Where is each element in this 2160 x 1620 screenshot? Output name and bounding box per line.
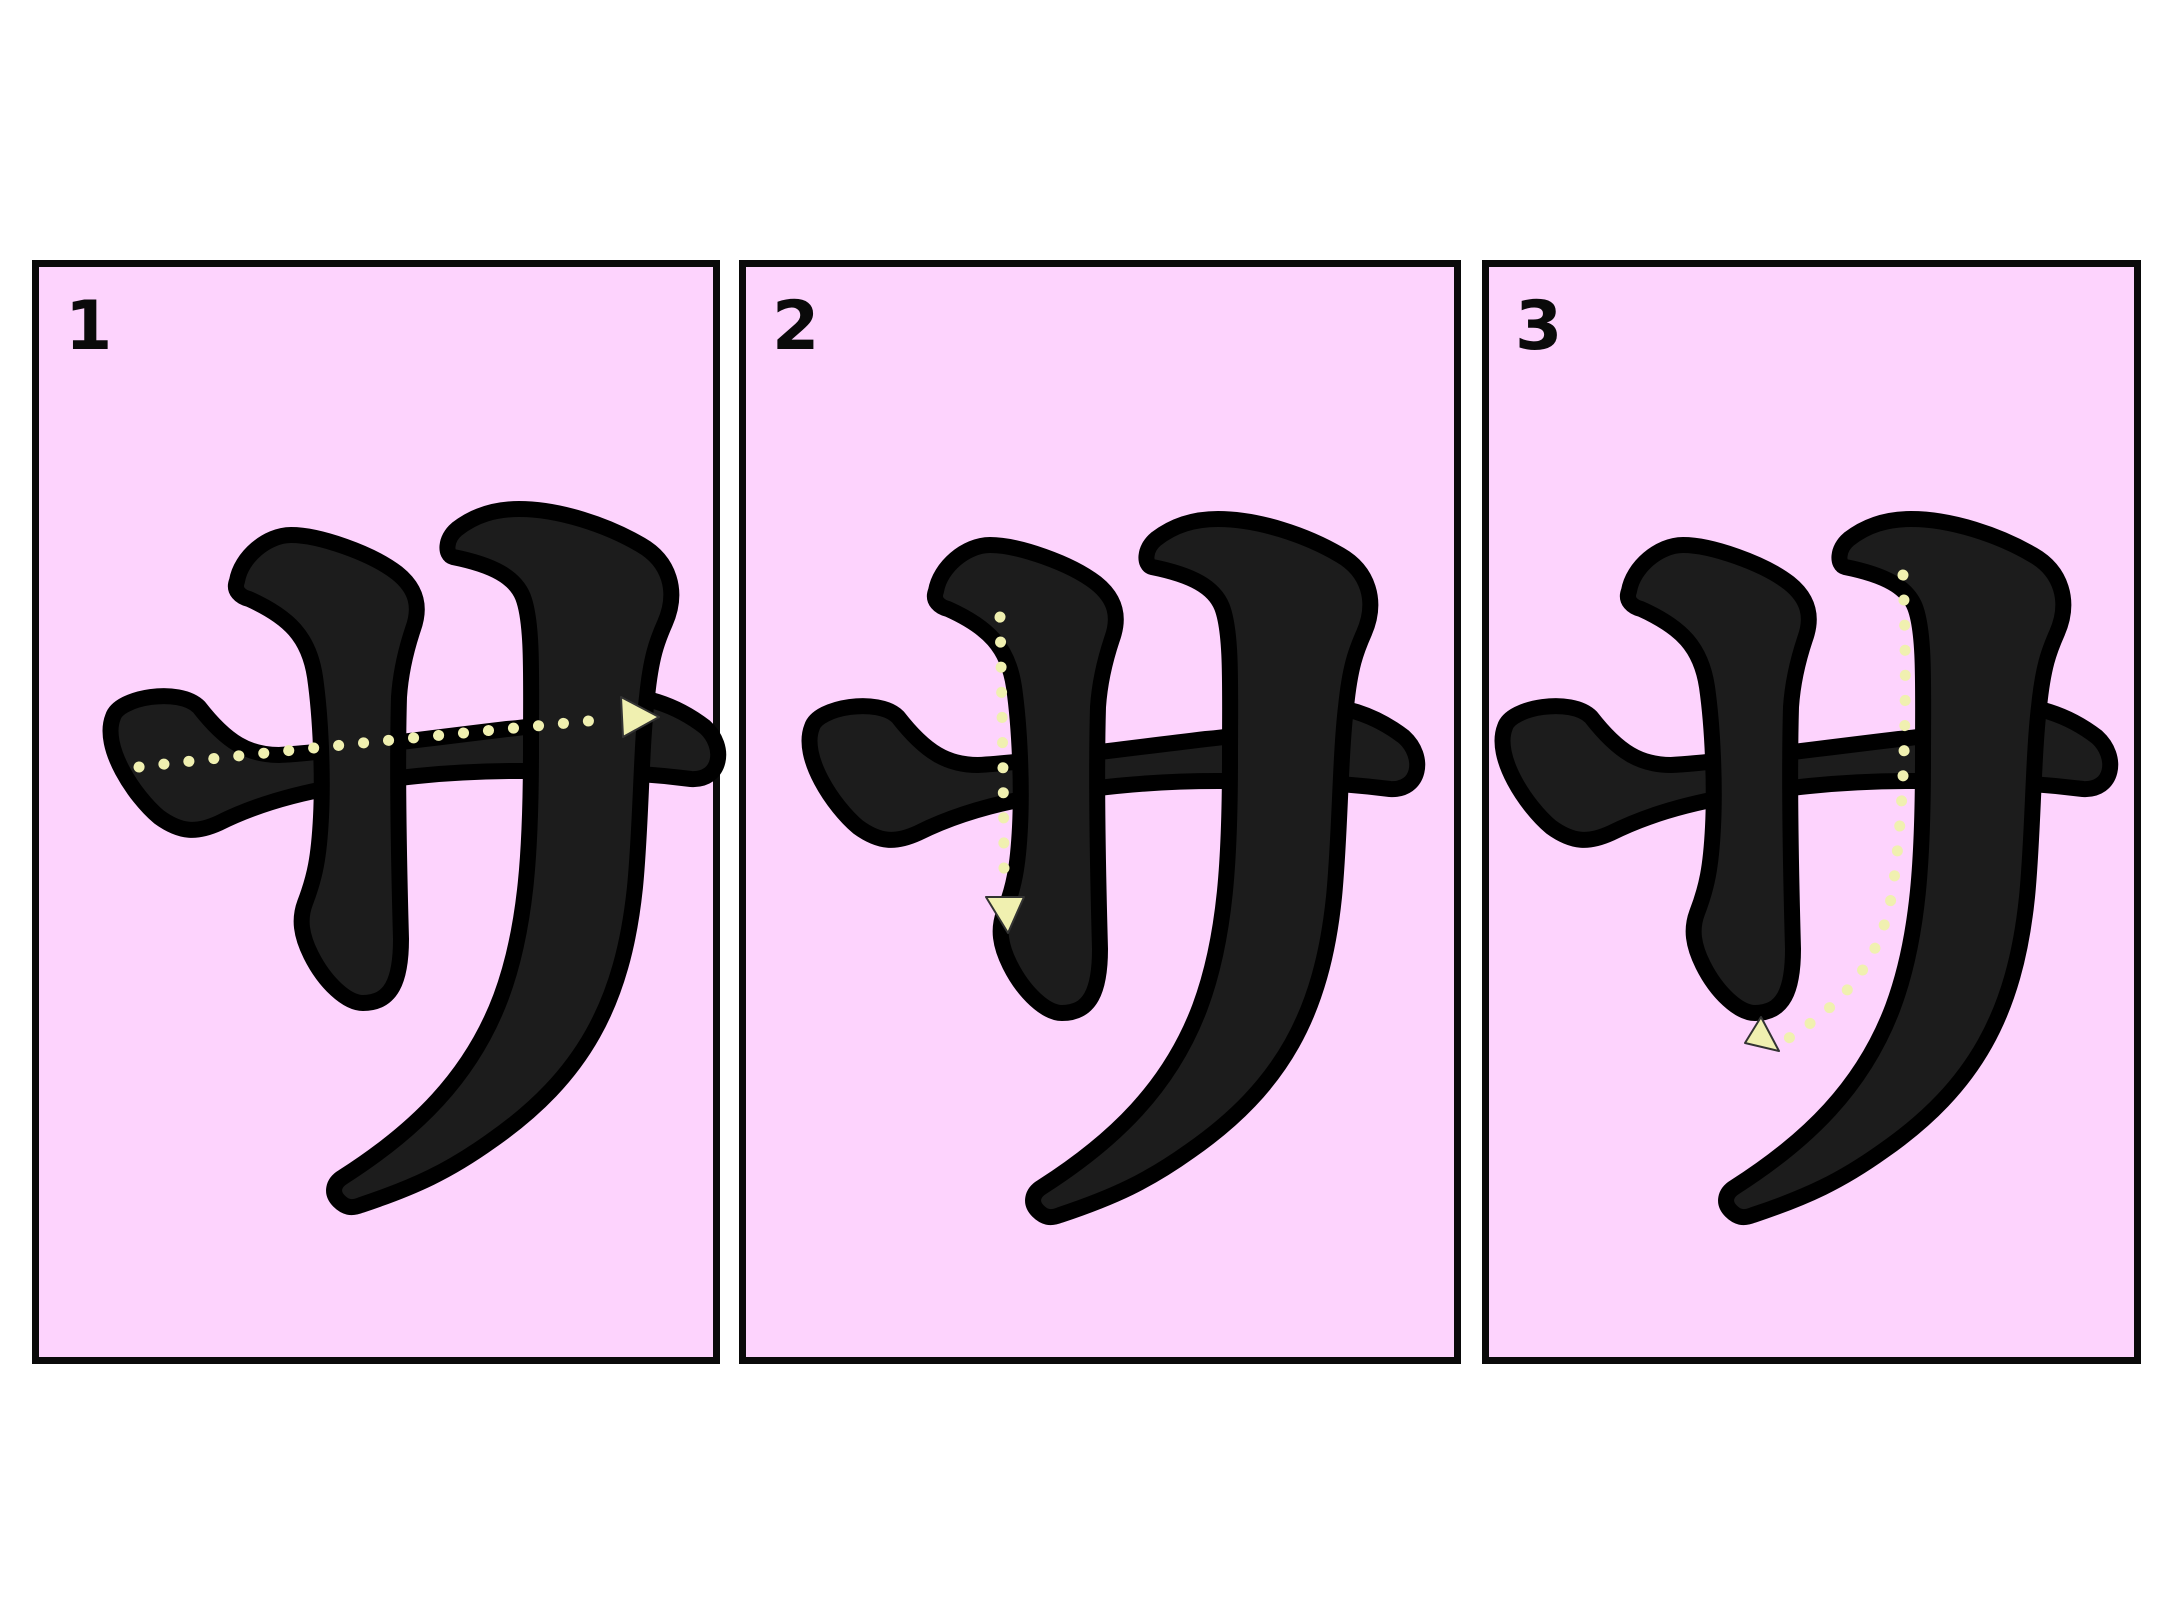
katakana-glyph	[746, 267, 1468, 1371]
stroke-guide-3	[1744, 569, 1911, 1052]
stroke-panel-1: 1	[32, 260, 720, 1364]
arrowhead-icon	[620, 696, 660, 738]
step-number: 2	[772, 287, 820, 366]
stroke-guide-1	[133, 696, 660, 773]
arrowhead-icon	[1744, 1016, 1780, 1052]
stroke-panel-2: 2	[739, 260, 1461, 1364]
katakana-glyph	[39, 267, 727, 1371]
katakana-glyph	[1489, 267, 2148, 1371]
step-number: 3	[1515, 287, 1563, 366]
step-number: 1	[65, 287, 113, 366]
stroke-guide-2	[985, 611, 1025, 934]
arrowhead-icon	[985, 896, 1025, 934]
stroke-panel-3: 3	[1482, 260, 2141, 1364]
